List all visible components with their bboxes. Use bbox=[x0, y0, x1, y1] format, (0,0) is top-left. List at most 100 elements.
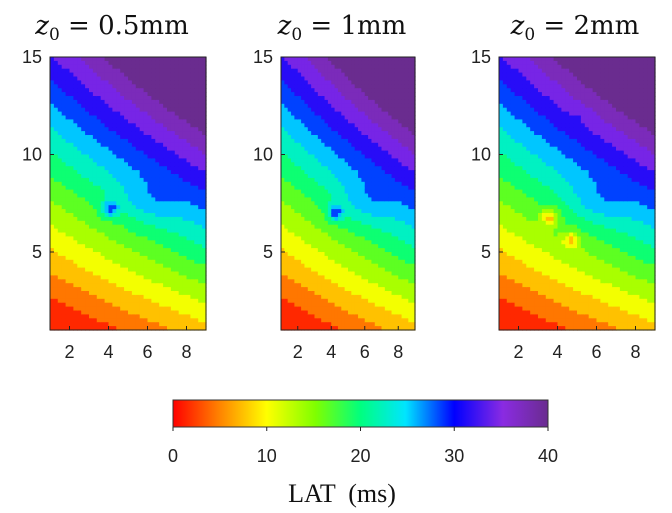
contour-cell bbox=[344, 209, 349, 214]
contour-cell bbox=[147, 193, 152, 198]
contour-cell bbox=[124, 193, 129, 198]
contour-cell bbox=[73, 103, 78, 109]
contour-cell bbox=[147, 135, 152, 140]
contour-cell bbox=[371, 154, 376, 159]
contour-cell bbox=[371, 131, 376, 136]
contour-cell bbox=[334, 64, 339, 70]
contour-cell bbox=[73, 123, 78, 128]
contour-cell bbox=[331, 72, 336, 78]
contour-cell bbox=[77, 181, 82, 187]
contour-cell bbox=[344, 224, 349, 230]
contour-cell bbox=[147, 60, 152, 66]
contour-cell bbox=[170, 150, 176, 156]
contour-cell bbox=[135, 154, 141, 159]
contour-cell bbox=[198, 252, 203, 257]
contour-cell bbox=[159, 291, 164, 296]
contour-cell bbox=[304, 275, 309, 280]
contour-cell bbox=[287, 259, 292, 265]
contour-cell bbox=[364, 103, 369, 109]
contour-cell bbox=[331, 240, 336, 245]
contour-cell bbox=[304, 142, 309, 148]
contour-cell bbox=[170, 318, 176, 323]
contour-cell bbox=[53, 127, 59, 132]
contour-cell bbox=[344, 255, 349, 261]
contour-cell bbox=[378, 310, 383, 315]
contour-cell bbox=[344, 64, 349, 70]
contour-cell bbox=[284, 271, 289, 276]
contour-cell bbox=[147, 240, 152, 245]
contour-cell bbox=[294, 107, 299, 113]
contour-cell bbox=[317, 68, 322, 74]
contour-cell bbox=[381, 209, 386, 214]
contour-cell bbox=[321, 263, 326, 269]
contour-cell bbox=[135, 232, 141, 237]
contour-cell bbox=[374, 240, 379, 245]
contour-cell bbox=[307, 84, 312, 89]
contour-cell bbox=[311, 283, 316, 288]
contour-cell bbox=[291, 96, 295, 101]
contour-cell bbox=[155, 193, 160, 198]
contour-cell bbox=[174, 72, 180, 78]
contour-cell bbox=[364, 232, 369, 237]
contour-cell bbox=[108, 322, 113, 327]
contour-cell bbox=[124, 279, 129, 284]
contour-cell bbox=[151, 283, 156, 288]
contour-cell bbox=[167, 88, 172, 93]
contour-cell bbox=[69, 146, 74, 152]
contour-cell bbox=[307, 201, 312, 206]
contour-cell bbox=[358, 244, 362, 249]
contour-cell bbox=[120, 162, 125, 167]
contour-cell bbox=[53, 135, 59, 140]
contour-cell bbox=[167, 72, 172, 78]
contour-cell bbox=[364, 220, 369, 226]
contour-cell bbox=[291, 322, 295, 327]
contour-cell bbox=[361, 135, 366, 140]
contour-cell bbox=[116, 322, 121, 327]
contour-cell bbox=[348, 76, 352, 81]
contour-cell bbox=[77, 240, 82, 245]
contour-cell bbox=[301, 150, 306, 156]
contour-cell bbox=[321, 228, 326, 234]
contour-cell bbox=[81, 298, 86, 304]
contour-cell bbox=[182, 76, 188, 81]
contour-cell bbox=[327, 298, 332, 304]
contour-cell bbox=[307, 189, 312, 195]
contour-cell bbox=[155, 240, 160, 245]
contour-cell bbox=[139, 275, 145, 280]
contour-cell bbox=[194, 150, 199, 156]
contour-cell bbox=[143, 263, 149, 269]
contour-cell bbox=[147, 146, 152, 152]
contour-cell bbox=[50, 60, 55, 66]
contour-cell bbox=[334, 103, 339, 109]
contour-cell bbox=[96, 166, 102, 171]
contour-cell bbox=[321, 294, 326, 300]
contour-cell bbox=[381, 127, 386, 132]
contour-cell bbox=[85, 287, 90, 292]
contour-cell bbox=[311, 248, 316, 253]
contour-cell bbox=[351, 263, 356, 269]
contour-cell bbox=[321, 248, 326, 253]
contour-cell bbox=[170, 170, 176, 175]
contour-cell bbox=[143, 259, 149, 265]
contour-cell bbox=[327, 80, 332, 85]
contour-cell bbox=[61, 252, 67, 257]
contour-cell bbox=[331, 135, 336, 140]
contour-cell bbox=[281, 64, 285, 70]
contour-cell bbox=[77, 135, 82, 140]
contour-cell bbox=[143, 267, 149, 273]
contour-cell bbox=[92, 220, 98, 226]
contour-cell bbox=[344, 96, 349, 101]
contour-cell bbox=[96, 92, 102, 97]
contour-cell bbox=[182, 240, 188, 245]
contour-cell bbox=[354, 220, 359, 226]
contour-cell bbox=[361, 57, 366, 62]
contour-cell bbox=[374, 310, 379, 315]
contour-cell bbox=[143, 255, 149, 261]
contour-cell bbox=[81, 232, 86, 237]
contour-cell bbox=[73, 252, 78, 257]
contour-cell bbox=[174, 111, 180, 117]
contour-cell bbox=[143, 213, 149, 218]
contour-cell bbox=[178, 232, 184, 237]
contour-cell bbox=[92, 283, 98, 288]
contour-cell bbox=[294, 322, 299, 327]
